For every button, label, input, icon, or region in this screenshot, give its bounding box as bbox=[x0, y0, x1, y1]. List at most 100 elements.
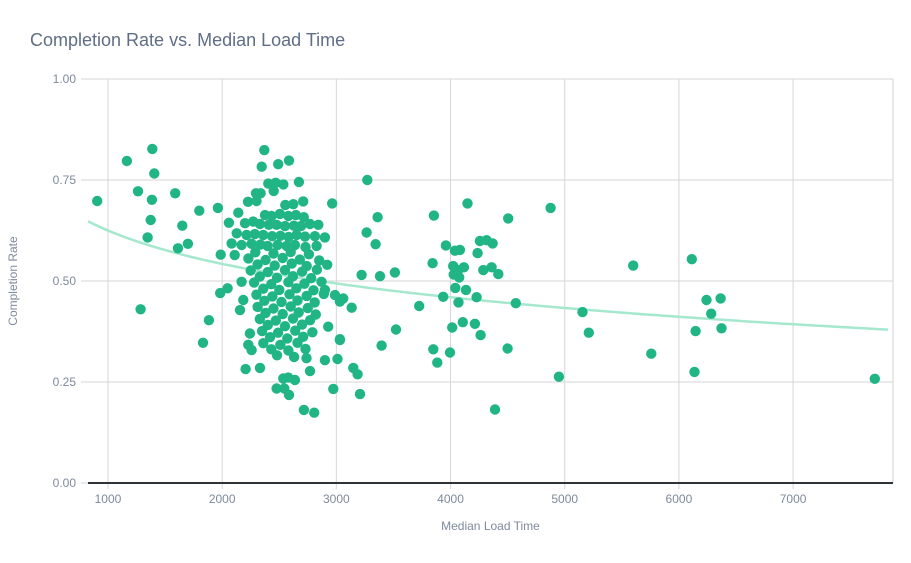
scatter-point[interactable] bbox=[256, 325, 268, 337]
scatter-point[interactable] bbox=[478, 264, 489, 276]
scatter-point[interactable] bbox=[390, 324, 402, 335]
scatter-point[interactable] bbox=[226, 238, 237, 249]
scatter-point[interactable] bbox=[332, 353, 343, 365]
scatter-point[interactable] bbox=[260, 254, 271, 266]
scatter-point[interactable] bbox=[288, 351, 300, 363]
scatter-point[interactable] bbox=[444, 347, 456, 358]
scatter-point[interactable] bbox=[298, 196, 309, 207]
scatter-point[interactable] bbox=[414, 300, 425, 312]
scatter-point[interactable] bbox=[327, 198, 338, 209]
scatter-point[interactable] bbox=[285, 246, 296, 258]
scatter-point[interactable] bbox=[346, 302, 357, 313]
scatter-point[interactable] bbox=[460, 284, 472, 296]
scatter-point[interactable] bbox=[142, 232, 153, 243]
scatter-point[interactable] bbox=[706, 308, 717, 319]
scatter-point[interactable] bbox=[374, 271, 386, 282]
scatter-point[interactable] bbox=[215, 249, 226, 260]
scatter-point[interactable] bbox=[264, 332, 276, 343]
scatter-point[interactable] bbox=[628, 260, 639, 271]
scatter-point[interactable] bbox=[268, 185, 279, 197]
scatter-point[interactable] bbox=[493, 268, 504, 280]
scatter-point[interactable] bbox=[296, 266, 308, 277]
scatter-point[interactable] bbox=[370, 239, 381, 250]
scatter-point[interactable] bbox=[279, 220, 291, 232]
scatter-point[interactable] bbox=[266, 210, 277, 222]
scatter-point[interactable] bbox=[701, 294, 712, 306]
scatter-point[interactable] bbox=[229, 249, 240, 261]
scatter-point[interactable] bbox=[313, 219, 324, 230]
scatter-point[interactable] bbox=[243, 253, 254, 264]
scatter-point[interactable] bbox=[293, 176, 305, 188]
scatter-point[interactable] bbox=[334, 334, 346, 345]
scatter-point[interactable] bbox=[254, 362, 266, 374]
scatter-point[interactable] bbox=[299, 231, 311, 242]
scatter-point[interactable] bbox=[274, 208, 286, 220]
scatter-point[interactable] bbox=[428, 210, 440, 221]
scatter-point[interactable] bbox=[271, 219, 282, 230]
scatter-point[interactable] bbox=[272, 327, 284, 338]
scatter-point[interactable] bbox=[289, 374, 301, 386]
scatter-point[interactable] bbox=[182, 238, 194, 249]
scatter-point[interactable] bbox=[256, 161, 267, 172]
scatter-point[interactable] bbox=[323, 321, 334, 332]
scatter-point[interactable] bbox=[428, 344, 439, 355]
scatter-point[interactable] bbox=[251, 195, 262, 207]
scatter-point[interactable] bbox=[197, 337, 209, 348]
scatter-point[interactable] bbox=[454, 244, 466, 256]
scatter-point[interactable] bbox=[172, 243, 184, 254]
scatter-point[interactable] bbox=[372, 212, 383, 223]
scatter-point[interactable] bbox=[275, 230, 286, 241]
scatter-point[interactable] bbox=[246, 344, 257, 356]
scatter-point[interactable] bbox=[252, 259, 263, 270]
scatter-point[interactable] bbox=[545, 202, 556, 214]
scatter-point[interactable] bbox=[354, 388, 366, 400]
scatter-point[interactable] bbox=[239, 218, 251, 229]
scatter-point[interactable] bbox=[715, 293, 726, 304]
scatter-point[interactable] bbox=[453, 297, 464, 308]
scatter-point[interactable] bbox=[234, 304, 246, 316]
scatter-point[interactable] bbox=[283, 231, 294, 243]
scatter-point[interactable] bbox=[303, 249, 315, 260]
scatter-point[interactable] bbox=[290, 209, 302, 221]
scatter-point[interactable] bbox=[295, 220, 307, 232]
scatter-point[interactable] bbox=[487, 238, 498, 249]
scatter-point[interactable] bbox=[309, 297, 320, 308]
scatter-point[interactable] bbox=[298, 212, 309, 223]
scatter-point[interactable] bbox=[472, 247, 483, 259]
scatter-point[interactable] bbox=[258, 229, 269, 241]
scatter-point[interactable] bbox=[241, 229, 252, 241]
scatter-point[interactable] bbox=[242, 196, 254, 207]
scatter-point[interactable] bbox=[352, 369, 363, 380]
scatter-point[interactable] bbox=[646, 348, 657, 359]
scatter-point[interactable] bbox=[438, 291, 449, 302]
scatter-point[interactable] bbox=[577, 306, 588, 318]
scatter-point[interactable] bbox=[259, 295, 270, 306]
scatter-point[interactable] bbox=[245, 265, 256, 276]
scatter-point[interactable] bbox=[314, 255, 325, 266]
scatter-point[interactable] bbox=[282, 333, 293, 344]
scatter-point[interactable] bbox=[311, 264, 323, 275]
scatter-point[interactable] bbox=[583, 327, 594, 338]
scatter-point[interactable] bbox=[266, 279, 277, 290]
scatter-point[interactable] bbox=[146, 194, 158, 205]
scatter-point[interactable] bbox=[291, 229, 302, 241]
scatter-point[interactable] bbox=[268, 248, 279, 259]
scatter-point[interactable] bbox=[248, 277, 260, 288]
scatter-point[interactable] bbox=[298, 404, 310, 416]
scatter-point[interactable] bbox=[503, 213, 514, 224]
scatter-point[interactable] bbox=[215, 287, 226, 299]
scatter-point[interactable] bbox=[145, 214, 156, 226]
scatter-point[interactable] bbox=[294, 254, 305, 265]
scatter-point[interactable] bbox=[233, 207, 244, 218]
scatter-point[interactable] bbox=[553, 371, 565, 382]
scatter-point[interactable] bbox=[291, 283, 302, 294]
scatter-point[interactable] bbox=[280, 199, 291, 211]
scatter-point[interactable] bbox=[356, 269, 367, 281]
scatter-point[interactable] bbox=[489, 404, 501, 415]
scatter-point[interactable] bbox=[288, 199, 299, 210]
scatter-point[interactable] bbox=[274, 284, 285, 296]
scatter-point[interactable] bbox=[302, 302, 313, 314]
scatter-point[interactable] bbox=[236, 239, 247, 251]
scatter-point[interactable] bbox=[258, 338, 269, 349]
scatter-point[interactable] bbox=[222, 283, 233, 294]
